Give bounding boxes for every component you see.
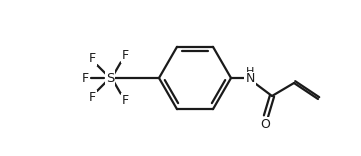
Text: F: F xyxy=(88,91,96,105)
Text: F: F xyxy=(122,49,129,62)
Text: H: H xyxy=(246,67,254,77)
Text: F: F xyxy=(82,71,88,85)
Text: F: F xyxy=(122,94,129,107)
Text: N: N xyxy=(245,73,255,85)
Text: F: F xyxy=(88,51,96,65)
Text: S: S xyxy=(106,71,114,85)
Text: O: O xyxy=(260,117,270,131)
